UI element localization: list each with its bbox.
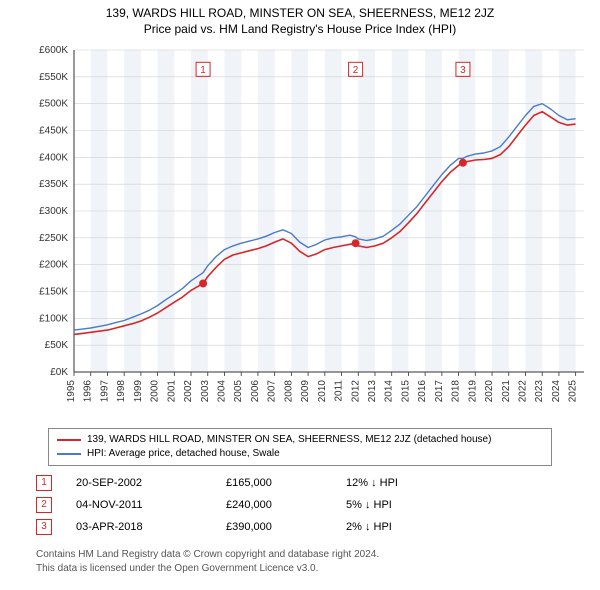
svg-text:£250K: £250K xyxy=(39,233,68,244)
svg-text:2019: 2019 xyxy=(467,380,478,403)
sale-delta: 5% ↓ HPI xyxy=(346,499,466,511)
legend-row: HPI: Average price, detached house, Swal… xyxy=(57,447,543,461)
svg-text:2015: 2015 xyxy=(400,380,411,403)
svg-text:2020: 2020 xyxy=(484,380,495,403)
svg-text:1996: 1996 xyxy=(83,380,94,403)
svg-text:£550K: £550K xyxy=(39,72,68,83)
svg-text:2002: 2002 xyxy=(183,380,194,403)
svg-text:2006: 2006 xyxy=(250,380,261,403)
svg-text:2011: 2011 xyxy=(334,380,345,402)
chart-subtitle: Price paid vs. HM Land Registry's House … xyxy=(0,20,600,36)
line-chart-svg: £0K £50K £100K £150K £200K £250K £300K £350K £40… xyxy=(22,42,592,422)
chart-title: 139, WARDS HILL ROAD, MINSTER ON SEA, SH… xyxy=(0,0,600,20)
sale-price: £390,000 xyxy=(226,521,346,533)
svg-text:1997: 1997 xyxy=(99,380,110,403)
svg-text:2023: 2023 xyxy=(534,380,545,403)
credits-line-2: This data is licensed under the Open Gov… xyxy=(36,562,564,576)
svg-text:2003: 2003 xyxy=(200,380,211,403)
svg-text:2001: 2001 xyxy=(166,380,177,403)
svg-text:£0K: £0K xyxy=(50,367,68,378)
sale-delta: 12% ↓ HPI xyxy=(346,477,466,489)
svg-text:£200K: £200K xyxy=(39,260,68,271)
sale-date: 03-APR-2018 xyxy=(76,521,226,533)
chart-area: £0K £50K £100K £150K £200K £250K £300K £350K £40… xyxy=(22,42,592,422)
svg-text:2024: 2024 xyxy=(551,380,562,403)
sale-marker-icon: 1 xyxy=(36,475,52,491)
svg-text:1995: 1995 xyxy=(66,380,77,403)
credits: Contains HM Land Registry data © Crown c… xyxy=(36,548,564,575)
sales-table: 1 20-SEP-2002£165,00012% ↓ HPI 2 04-NOV-201… xyxy=(36,472,564,538)
svg-text:£500K: £500K xyxy=(39,99,68,110)
svg-text:2022: 2022 xyxy=(517,380,528,403)
svg-text:2007: 2007 xyxy=(267,380,278,403)
svg-text:2021: 2021 xyxy=(501,380,512,403)
legend: 139, WARDS HILL ROAD, MINSTER ON SEA, SH… xyxy=(48,428,552,466)
svg-text:£300K: £300K xyxy=(39,206,68,217)
svg-text:2017: 2017 xyxy=(434,380,445,403)
svg-text:£150K: £150K xyxy=(39,287,68,298)
legend-row: 139, WARDS HILL ROAD, MINSTER ON SEA, SH… xyxy=(57,433,543,447)
svg-text:2018: 2018 xyxy=(451,380,462,403)
svg-text:1999: 1999 xyxy=(133,380,144,403)
svg-text:2014: 2014 xyxy=(384,380,395,403)
legend-label: HPI: Average price, detached house, Swal… xyxy=(87,447,280,461)
sale-price: £165,000 xyxy=(226,477,346,489)
sale-delta: 2% ↓ HPI xyxy=(346,521,466,533)
svg-text:2025: 2025 xyxy=(568,380,579,403)
svg-text:2010: 2010 xyxy=(317,380,328,403)
svg-text:2000: 2000 xyxy=(150,380,161,403)
svg-text:1998: 1998 xyxy=(116,380,127,403)
svg-text:£400K: £400K xyxy=(39,152,68,163)
svg-text:2009: 2009 xyxy=(300,380,311,403)
sale-price: £240,000 xyxy=(226,499,346,511)
svg-text:£600K: £600K xyxy=(39,45,68,56)
svg-text:2012: 2012 xyxy=(350,380,361,403)
sale-date: 04-NOV-2011 xyxy=(76,499,226,511)
sale-date: 20-SEP-2002 xyxy=(76,477,226,489)
svg-text:2013: 2013 xyxy=(367,380,378,403)
credits-line-1: Contains HM Land Registry data © Crown c… xyxy=(36,548,564,562)
sale-marker-icon: 3 xyxy=(36,519,52,535)
svg-text:3: 3 xyxy=(460,65,466,76)
svg-text:2004: 2004 xyxy=(216,380,227,403)
svg-text:£450K: £450K xyxy=(39,126,68,137)
svg-text:2016: 2016 xyxy=(417,380,428,403)
svg-text:2005: 2005 xyxy=(233,380,244,403)
sales-row: 3 03-APR-2018£390,0002% ↓ HPI xyxy=(36,516,564,538)
legend-label: 139, WARDS HILL ROAD, MINSTER ON SEA, SH… xyxy=(87,433,491,447)
svg-text:1: 1 xyxy=(200,65,206,76)
sales-row: 2 04-NOV-2011£240,0005% ↓ HPI xyxy=(36,494,564,516)
sale-marker-icon: 2 xyxy=(36,497,52,513)
svg-text:£350K: £350K xyxy=(39,179,68,190)
svg-text:£50K: £50K xyxy=(45,340,69,351)
svg-text:£100K: £100K xyxy=(39,313,68,324)
legend-swatch xyxy=(57,439,81,441)
svg-text:2008: 2008 xyxy=(283,380,294,403)
legend-swatch xyxy=(57,453,81,455)
svg-text:2: 2 xyxy=(353,65,359,76)
sales-row: 1 20-SEP-2002£165,00012% ↓ HPI xyxy=(36,472,564,494)
